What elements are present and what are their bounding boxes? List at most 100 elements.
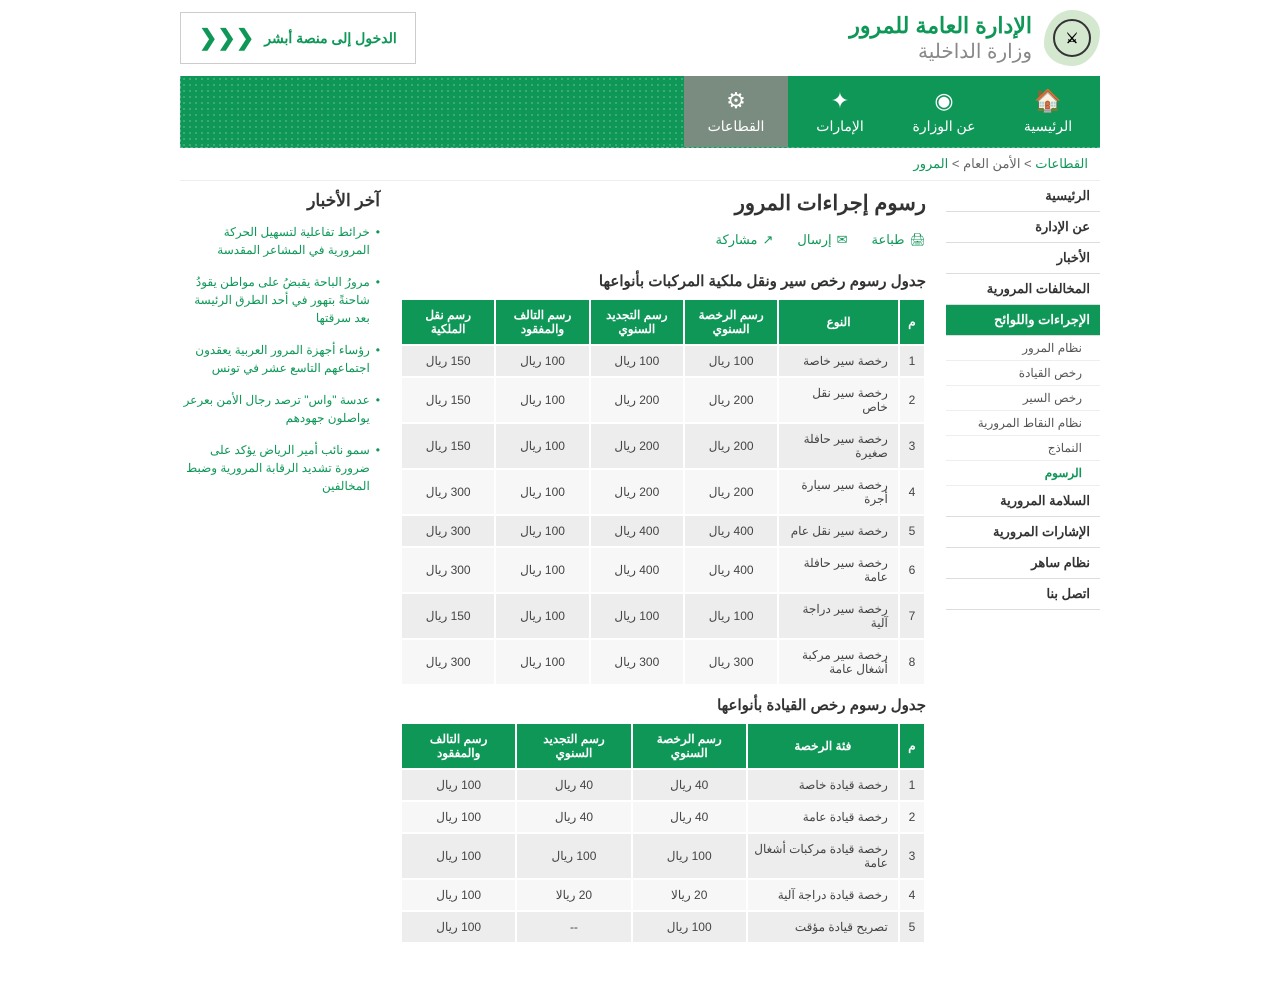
td: 100 ريال bbox=[495, 377, 589, 423]
td: رخصة سير حافلة عامة bbox=[778, 547, 899, 593]
th: رسم التالف والمفقود bbox=[401, 723, 516, 769]
nav-item-1[interactable]: ◉عن الوزارة bbox=[892, 76, 996, 147]
news-bullet-icon: • bbox=[376, 273, 380, 327]
sidebar-sub-4-5[interactable]: الرسوم bbox=[946, 461, 1100, 486]
td: 300 ريال bbox=[401, 469, 495, 515]
td: 100 ريال bbox=[684, 345, 778, 377]
page-header: ⚔ الإدارة العامة للمرور وزارة الداخلية ا… bbox=[180, 0, 1100, 76]
action-0[interactable]: 🖨طباعة bbox=[872, 232, 926, 248]
sidebar-item-5[interactable]: السلامة المرورية bbox=[946, 486, 1100, 517]
table-row: 5رخصة سير نقل عام400 ريال400 ريال100 ريا… bbox=[401, 515, 925, 547]
td: 4 bbox=[899, 469, 925, 515]
table-row: 5تصريح قيادة مؤقت100 ريال--100 ريال bbox=[401, 911, 925, 943]
logo-text: الإدارة العامة للمرور وزارة الداخلية bbox=[849, 13, 1032, 64]
td: 100 ريال bbox=[632, 911, 747, 943]
action-icon: ✉ bbox=[837, 232, 848, 248]
td: 1 bbox=[899, 769, 925, 801]
th: رسم التالف والمفقود bbox=[495, 299, 589, 345]
table-row: 6رخصة سير حافلة عامة400 ريال400 ريال100 … bbox=[401, 547, 925, 593]
news-text: مرورُ الباحة يقبضُ على مواطن يقودُ شاحنة… bbox=[180, 273, 370, 327]
th: رسم الرخصة السنوي bbox=[632, 723, 747, 769]
td: 100 ريال bbox=[495, 469, 589, 515]
sidebar-item-4[interactable]: الإجراءات واللوائح bbox=[946, 305, 1100, 336]
action-label: مشاركة bbox=[716, 232, 758, 248]
td: 20 ريالا bbox=[516, 879, 631, 911]
sidebar-item-6[interactable]: الإشارات المرورية bbox=[946, 517, 1100, 548]
td: 100 ريال bbox=[590, 345, 684, 377]
nav-item-2[interactable]: ✦الإمارات bbox=[788, 76, 892, 147]
td: 200 ريال bbox=[684, 377, 778, 423]
page-title: رسوم إجراءات المرور bbox=[400, 181, 926, 226]
news-item-2[interactable]: •رؤساء أجهزة المرور العربية يعقدون اجتما… bbox=[180, 337, 380, 387]
breadcrumb-sep: > bbox=[948, 156, 963, 171]
td: 100 ريال bbox=[516, 833, 631, 879]
nav-spacer bbox=[180, 76, 684, 147]
nav-item-3[interactable]: ⚙القطاعات bbox=[684, 76, 788, 147]
news-column: آخر الأخبار •خرائط تفاعلية لتسهيل الحركة… bbox=[180, 181, 380, 944]
news-list: •خرائط تفاعلية لتسهيل الحركة المرورية في… bbox=[180, 219, 380, 505]
news-title: آخر الأخبار bbox=[180, 181, 380, 219]
table2: مفئة الرخصةرسم الرخصة السنويرسم التجديد … bbox=[400, 722, 926, 944]
main-nav: 🏠الرئيسية◉عن الوزارة✦الإمارات⚙القطاعات bbox=[180, 76, 1100, 148]
td: 100 ريال bbox=[632, 833, 747, 879]
td: 100 ريال bbox=[684, 593, 778, 639]
action-2[interactable]: ↗مشاركة bbox=[716, 232, 774, 248]
td: 150 ريال bbox=[401, 593, 495, 639]
sidebar-item-1[interactable]: عن الإدارة bbox=[946, 212, 1100, 243]
th: م bbox=[899, 723, 925, 769]
td: رخصة قيادة خاصة bbox=[747, 769, 899, 801]
absher-login-button[interactable]: الدخول إلى منصة أبشر ❮❮❮ bbox=[180, 12, 416, 64]
td: 400 ريال bbox=[590, 515, 684, 547]
nav-item-0[interactable]: 🏠الرئيسية bbox=[996, 76, 1100, 147]
action-1[interactable]: ✉إرسال bbox=[797, 232, 847, 248]
sidebar-item-0[interactable]: الرئيسية bbox=[946, 181, 1100, 212]
sidebar-item-2[interactable]: الأخبار bbox=[946, 243, 1100, 274]
absher-label: الدخول إلى منصة أبشر bbox=[264, 30, 396, 47]
td: 100 ريال bbox=[401, 769, 516, 801]
td: 4 bbox=[899, 879, 925, 911]
td: رخصة قيادة عامة bbox=[747, 801, 899, 833]
td: 100 ريال bbox=[495, 593, 589, 639]
sidebar: الرئيسيةعن الإدارةالأخبارالمخالفات المرو… bbox=[946, 181, 1100, 944]
td: 1 bbox=[899, 345, 925, 377]
td: رخصة سير حافلة صغيرة bbox=[778, 423, 899, 469]
action-icon: 🖨 bbox=[909, 232, 926, 248]
news-bullet-icon: • bbox=[376, 391, 380, 427]
sidebar-sub-4-1[interactable]: رخص القيادة bbox=[946, 361, 1100, 386]
sidebar-sub-4-0[interactable]: نظام المرور bbox=[946, 336, 1100, 361]
td: 300 ريال bbox=[401, 639, 495, 685]
sidebar-sub-4-2[interactable]: رخص السير bbox=[946, 386, 1100, 411]
nav-label: الإمارات bbox=[816, 118, 863, 135]
news-item-4[interactable]: •سمو نائب أمير الرياض يؤكد على ضرورة تشد… bbox=[180, 437, 380, 505]
sidebar-item-3[interactable]: المخالفات المرورية bbox=[946, 274, 1100, 305]
td: 7 bbox=[899, 593, 925, 639]
td: 6 bbox=[899, 547, 925, 593]
th: م bbox=[899, 299, 925, 345]
table-row: 2رخصة قيادة عامة40 ريال40 ريال100 ريال bbox=[401, 801, 925, 833]
td: 400 ريال bbox=[684, 547, 778, 593]
nav-label: القطاعات bbox=[708, 118, 765, 135]
td: 100 ريال bbox=[495, 345, 589, 377]
sidebar-sub-4-3[interactable]: نظام النقاط المرورية bbox=[946, 411, 1100, 436]
breadcrumb-item[interactable]: القطاعات bbox=[1035, 156, 1088, 171]
td: 400 ريال bbox=[684, 515, 778, 547]
table2-title: جدول رسوم رخص القيادة بأنواعها bbox=[400, 686, 926, 722]
news-item-0[interactable]: •خرائط تفاعلية لتسهيل الحركة المرورية في… bbox=[180, 219, 380, 269]
news-item-1[interactable]: •مرورُ الباحة يقبضُ على مواطن يقودُ شاحن… bbox=[180, 269, 380, 337]
breadcrumb-item[interactable]: المرور bbox=[913, 156, 948, 171]
news-item-3[interactable]: •عدسة "واس" ترصد رجال الأمن بعرعر يواصلو… bbox=[180, 387, 380, 437]
td: 2 bbox=[899, 377, 925, 423]
td: رخصة سير دراجة آلية bbox=[778, 593, 899, 639]
td: 100 ريال bbox=[401, 911, 516, 943]
main-content: رسوم إجراءات المرور 🖨طباعة✉إرسال↗مشاركة … bbox=[400, 181, 926, 944]
table-row: 3رخصة سير حافلة صغيرة200 ريال200 ريال100… bbox=[401, 423, 925, 469]
action-label: طباعة bbox=[872, 232, 905, 248]
sidebar-item-7[interactable]: نظام ساهر bbox=[946, 548, 1100, 579]
td: 8 bbox=[899, 639, 925, 685]
org-title: الإدارة العامة للمرور bbox=[849, 13, 1032, 39]
td: 40 ريال bbox=[516, 769, 631, 801]
sidebar-sub-4-4[interactable]: النماذج bbox=[946, 436, 1100, 461]
nav-icon: ◉ bbox=[934, 88, 953, 114]
td: 200 ريال bbox=[684, 423, 778, 469]
sidebar-item-8[interactable]: اتصل بنا bbox=[946, 579, 1100, 610]
